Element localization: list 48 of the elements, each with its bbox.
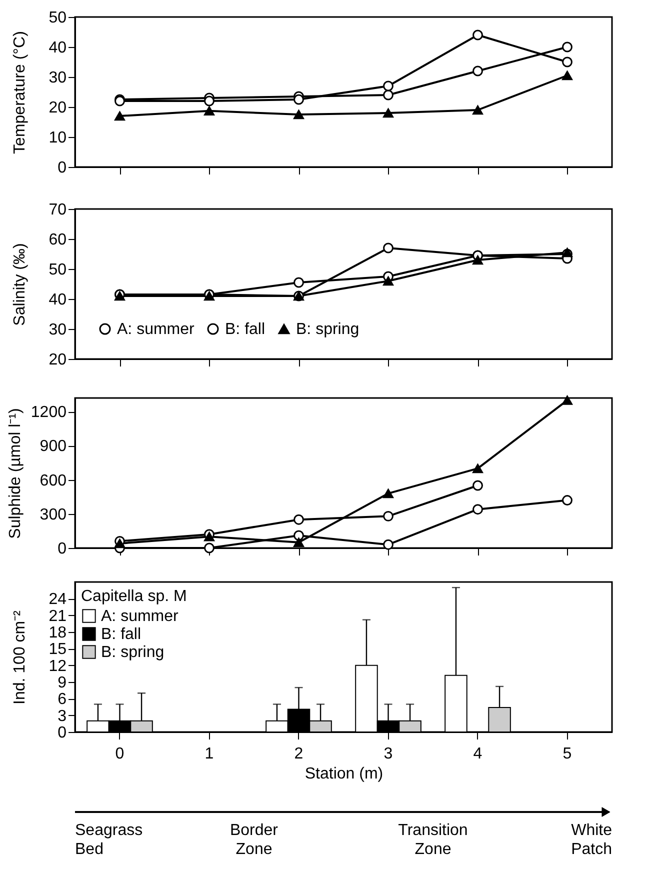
y-tick-label: 20 [48, 352, 67, 368]
legend-label: B: spring [101, 644, 164, 661]
y-tick-label: 40 [48, 40, 67, 56]
y-tick-label: 21 [48, 608, 67, 625]
legend-label: B: fall [101, 626, 142, 643]
y-tick-label: 0 [58, 160, 67, 176]
x-tick-label: 1 [204, 746, 214, 762]
text: White Patch [571, 822, 612, 858]
y-tick-label: 15 [48, 641, 67, 658]
y-tick-label: 20 [48, 100, 67, 116]
y-tick-label: 6 [58, 691, 67, 708]
y-tick-label: 50 [48, 262, 67, 278]
y-tick-label: 30 [48, 322, 67, 338]
y-tick-label: 70 [48, 202, 67, 218]
x-tick-label: 3 [384, 746, 393, 762]
x-tick-label: 5 [562, 746, 572, 762]
y-axis-title: Temperature (°C) [12, 31, 28, 154]
y-tick-label: 0 [58, 540, 67, 558]
y-tick-label: 10 [48, 130, 67, 146]
legend-label: B: spring [296, 321, 360, 338]
legend-label: B: fall [225, 321, 266, 338]
y-tick-label: 60 [48, 232, 67, 248]
y-tick-label: 3 [58, 708, 67, 725]
y-tick-label: 9 [58, 674, 67, 692]
x-axis-title: Station (m) [304, 766, 384, 782]
y-tick-label: 24 [48, 591, 67, 608]
text: Border Zone [230, 822, 279, 858]
y-tick-label: 300 [40, 506, 67, 524]
legend-label: A: summer [117, 321, 196, 338]
text: Transition Zone [398, 822, 468, 858]
y-tick-label: 0 [58, 724, 67, 742]
y-tick-label: 30 [48, 70, 67, 86]
x-tick-label: 2 [294, 746, 304, 762]
y-tick-label: 900 [40, 438, 67, 456]
x-tick-label: 4 [473, 746, 482, 762]
y-tick-label: 40 [48, 292, 67, 308]
y-tick-label: 18 [48, 624, 67, 642]
y-axis-title: Sulphide (µmol l⁻¹) [6, 408, 24, 539]
y-axis-title: Ind. 100 cm⁻² [12, 610, 28, 704]
legend-label: A: summer [101, 608, 180, 625]
y-tick-label: 12 [48, 658, 67, 675]
y-tick-label: 600 [40, 472, 67, 490]
legend-title: Capitella sp. M [81, 588, 187, 605]
x-tick-label: 0 [115, 746, 124, 762]
y-axis-title: Salinity (‰) [12, 243, 28, 326]
y-tick-label: 1200 [30, 404, 67, 422]
text: Seagrass Bed [75, 822, 143, 858]
y-tick-label: 50 [48, 10, 67, 26]
